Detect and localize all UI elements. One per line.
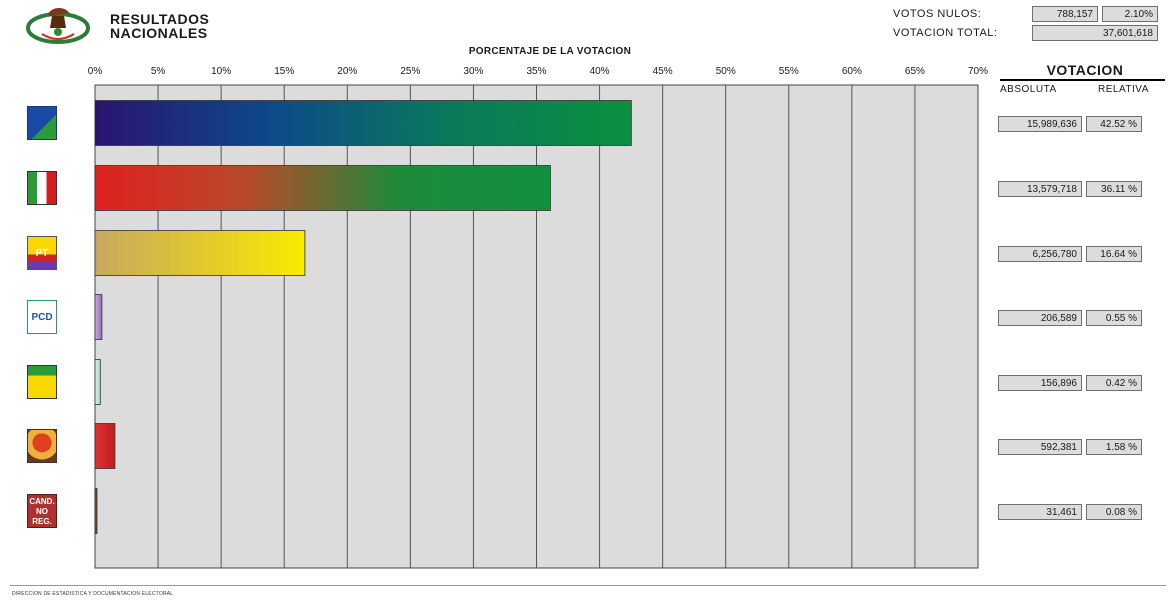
bar xyxy=(94,359,101,405)
footer-divider xyxy=(10,585,1166,586)
relativa-cell: 0.55 % xyxy=(1086,310,1142,326)
relativa-cell: 1.58 % xyxy=(1086,439,1142,455)
cand-no-reg-icon: CAND. NO REG. xyxy=(27,494,57,528)
pan-pvem-logo-icon xyxy=(27,106,57,140)
dsppn-logo-icon xyxy=(27,429,57,463)
bar xyxy=(94,294,103,340)
title-line-2: NACIONALES xyxy=(110,25,208,41)
x-tick-label: 5% xyxy=(151,66,166,77)
x-tick-label: 20% xyxy=(337,66,357,77)
votos-nulos-relative: 2.10% xyxy=(1102,6,1158,22)
x-tick-label: 35% xyxy=(526,66,546,77)
votacion-total-label: VOTACION TOTAL: xyxy=(893,27,998,39)
bar xyxy=(94,423,116,469)
x-tick-label: 50% xyxy=(716,66,736,77)
votacion-total-value: 37,601,618 xyxy=(1032,25,1158,41)
absoluta-cell: 6,256,780 xyxy=(998,246,1082,262)
relativa-cell: 36.11 % xyxy=(1086,181,1142,197)
bar xyxy=(94,165,551,211)
votos-nulos-absolute: 788,157 xyxy=(1032,6,1098,22)
x-tick-label: 0% xyxy=(88,66,103,77)
relativa-cell: 42.52 % xyxy=(1086,116,1142,132)
relativa-cell: 0.08 % xyxy=(1086,504,1142,520)
mexico-emblem-icon xyxy=(22,4,94,46)
absoluta-column-header: ABSOLUTA xyxy=(1000,84,1057,95)
relativa-cell: 16.64 % xyxy=(1086,246,1142,262)
absoluta-cell: 156,896 xyxy=(998,375,1082,391)
x-tick-label: 25% xyxy=(400,66,420,77)
votos-nulos-label: VOTOS NULOS: xyxy=(893,8,982,20)
absoluta-cell: 206,589 xyxy=(998,310,1082,326)
x-tick-label: 10% xyxy=(211,66,231,77)
prd-pt-alliance-logo-icon: PT xyxy=(27,236,57,270)
relativa-column-header: RELATIVA xyxy=(1098,84,1149,95)
votacion-divider xyxy=(1000,79,1165,81)
absoluta-cell: 592,381 xyxy=(998,439,1082,455)
x-tick-label: 40% xyxy=(590,66,610,77)
x-tick-label: 15% xyxy=(274,66,294,77)
x-tick-label: 45% xyxy=(653,66,673,77)
absoluta-cell: 13,579,718 xyxy=(998,181,1082,197)
title-line-1: RESULTADOS xyxy=(110,11,210,27)
bar xyxy=(94,100,632,146)
pri-logo-icon xyxy=(27,171,57,205)
x-tick-label: 55% xyxy=(779,66,799,77)
absoluta-cell: 31,461 xyxy=(998,504,1082,520)
x-tick-label: 60% xyxy=(842,66,862,77)
page-title: RESULTADOS NACIONALES xyxy=(110,12,209,40)
bar xyxy=(94,230,306,276)
relativa-cell: 0.42 % xyxy=(1086,375,1142,391)
logo-text: PT xyxy=(35,248,49,259)
x-tick-label: 70% xyxy=(968,66,988,77)
chart-title: PORCENTAJE DE LA VOTACION xyxy=(468,46,632,57)
x-tick-label: 65% xyxy=(905,66,925,77)
footer-credit: DIRECCION DE ESTADISTICA Y DOCUMENTACION… xyxy=(12,591,174,597)
bar xyxy=(94,488,98,534)
absoluta-cell: 15,989,636 xyxy=(998,116,1082,132)
parm-logo-icon xyxy=(27,365,57,399)
x-tick-label: 30% xyxy=(463,66,483,77)
pcd-logo-icon: PCD xyxy=(27,300,57,334)
votacion-heading: VOTACION xyxy=(1046,62,1124,78)
logo-text: PCD xyxy=(31,312,53,323)
logo-text: CAND. NO REG. xyxy=(29,497,55,526)
